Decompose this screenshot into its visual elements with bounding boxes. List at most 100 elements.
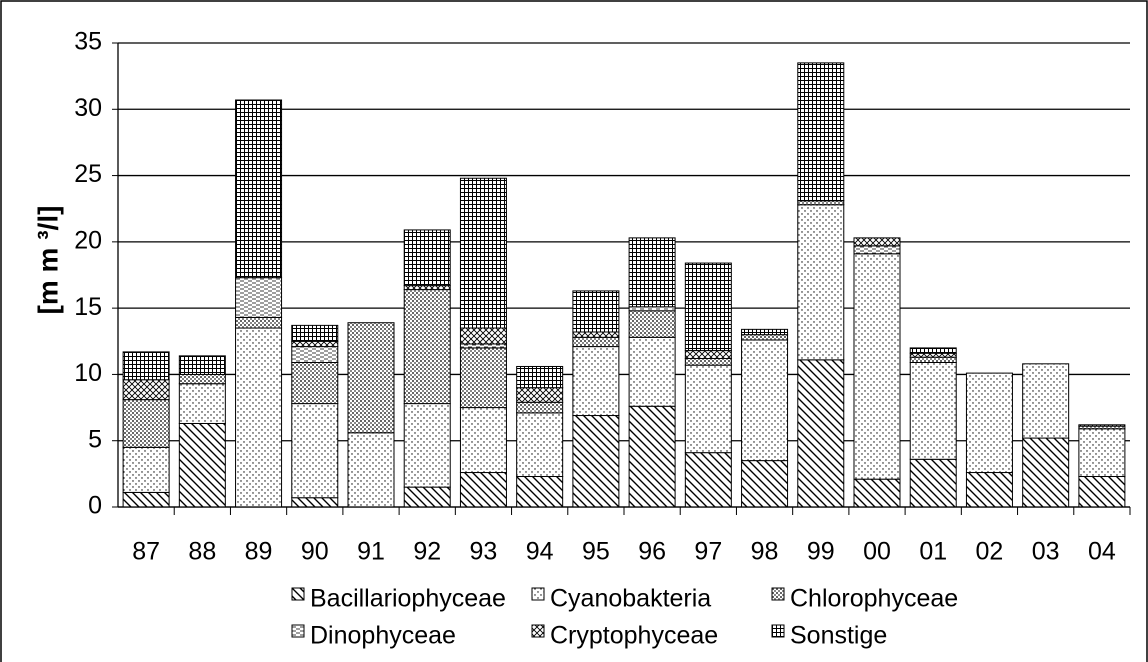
x-tick-label: 89 [245, 538, 273, 566]
bar-segment [291, 346, 339, 363]
bar-segment [1022, 437, 1070, 508]
bar-segment [235, 327, 283, 508]
bar-segment [684, 364, 732, 454]
bar-segment [572, 346, 620, 417]
bar-segment [853, 253, 901, 480]
x-tick-label: 87 [132, 538, 160, 566]
bar-segment [235, 277, 283, 318]
bar-segment [291, 497, 339, 508]
bar-segment [909, 458, 957, 508]
x-tick-label: 90 [301, 538, 329, 566]
bar-segment [291, 324, 339, 342]
bar-segment [572, 331, 620, 338]
bar-segment [628, 237, 676, 308]
bar-segment [459, 343, 507, 349]
bar-segment [853, 237, 901, 247]
legend-label: Chlorophyceae [790, 585, 958, 613]
legend-label: Cyanobakteria [550, 585, 711, 613]
x-tick-label: 95 [582, 538, 610, 566]
bar-segment [1022, 363, 1070, 439]
x-tick-label: 93 [470, 538, 498, 566]
bar-segment [403, 229, 451, 287]
bar-segment [403, 285, 451, 291]
y-tick-label: 5 [88, 425, 102, 453]
y-tick-label: 10 [74, 359, 102, 387]
legend-swatch [291, 587, 305, 601]
bar-segment [909, 347, 957, 354]
x-tick-label: 88 [188, 538, 216, 566]
bar-segment [122, 379, 170, 401]
x-tick-label: 92 [413, 538, 441, 566]
bar-segment [122, 399, 170, 448]
legend-label: Cryptophyceae [550, 622, 718, 650]
bar-segment [853, 478, 901, 508]
x-tick-label: 01 [919, 538, 947, 566]
bar-segment [684, 262, 732, 352]
bar-segment [403, 486, 451, 508]
bar-segment [235, 316, 283, 329]
bar-segment [572, 415, 620, 508]
bar-segment [572, 336, 620, 348]
x-tick-label: 98 [751, 538, 779, 566]
bar-segment [291, 403, 339, 499]
bar-segment [628, 405, 676, 508]
bar-segment [178, 422, 226, 508]
bar-segment [291, 340, 339, 348]
legend-swatch [771, 587, 785, 601]
bar-segment [797, 204, 845, 361]
y-tick-label: 0 [88, 492, 102, 520]
y-axis-label: [m m ³/l] [32, 206, 63, 315]
legend-label: Dinophyceae [310, 622, 456, 650]
bar-segment [459, 472, 507, 508]
bar-segment [909, 352, 957, 358]
bar-segment [178, 355, 226, 375]
bar-segment [291, 361, 339, 405]
bar-segment [516, 412, 564, 478]
bar-segment [403, 289, 451, 405]
bar-segment [741, 460, 789, 508]
bar-segment [684, 452, 732, 508]
x-tick-label: 00 [863, 538, 891, 566]
bar-segment [1078, 476, 1126, 508]
bar-segment [347, 432, 395, 508]
bar-segment [178, 373, 226, 385]
bar-segment [965, 472, 1013, 508]
legend-label: Sonstige [790, 622, 887, 650]
bar-segment [909, 361, 957, 460]
bar-segment [516, 365, 564, 389]
bar-segment [853, 245, 901, 255]
bar-segment [403, 403, 451, 488]
bar-segment [628, 306, 676, 312]
x-tick-label: 96 [638, 538, 666, 566]
y-tick-label: 30 [74, 94, 102, 122]
bar-segment [459, 177, 507, 329]
bar-segment [684, 358, 732, 366]
bar-segment [459, 347, 507, 409]
x-tick-label: 97 [694, 538, 722, 566]
bar-segment [909, 356, 957, 363]
bar-segment [965, 372, 1013, 474]
bar-segment [628, 336, 676, 407]
y-tick-label: 25 [74, 160, 102, 188]
bar-segment [741, 339, 789, 462]
bar-segment [572, 290, 620, 333]
bar-segment [797, 200, 845, 206]
bar-segment [516, 476, 564, 508]
x-tick-label: 02 [976, 538, 1004, 566]
y-tick-label: 15 [74, 293, 102, 321]
bar-segment [741, 328, 789, 336]
bar-segment [1078, 424, 1126, 427]
bar-segment [797, 62, 845, 202]
bar-segment [797, 359, 845, 508]
bar-segment [628, 310, 676, 338]
bar-segment [516, 401, 564, 414]
legend-swatch [291, 624, 305, 638]
x-tick-label: 99 [807, 538, 835, 566]
bar-segment [459, 327, 507, 345]
bar-segment [684, 350, 732, 360]
bar-segment [516, 387, 564, 403]
y-tick-label: 20 [74, 226, 102, 254]
bar-segment [459, 407, 507, 474]
